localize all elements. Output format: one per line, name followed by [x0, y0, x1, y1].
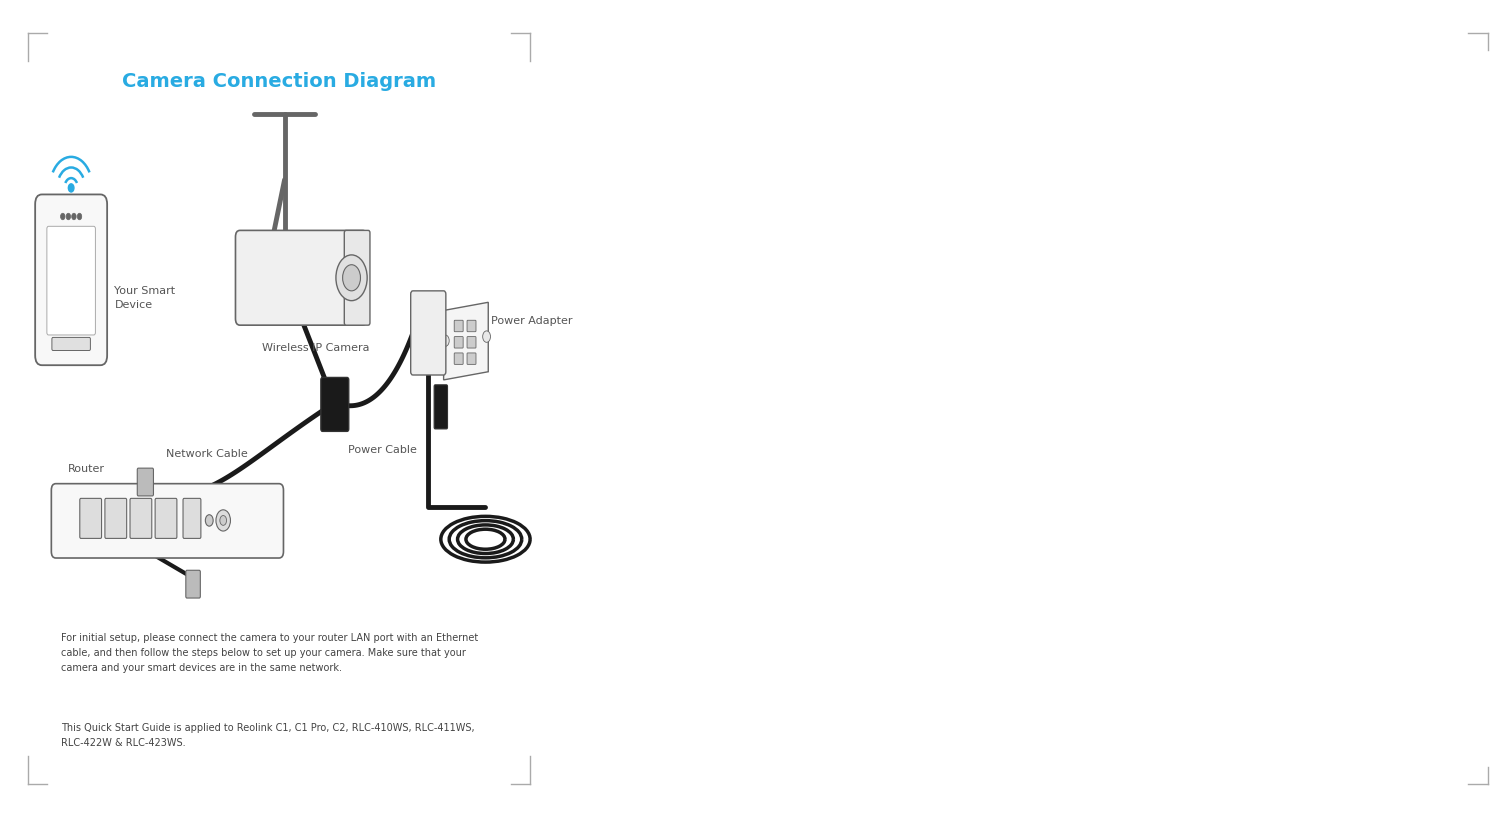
- FancyBboxPatch shape: [467, 320, 476, 332]
- FancyBboxPatch shape: [467, 353, 476, 364]
- FancyBboxPatch shape: [79, 498, 102, 538]
- FancyBboxPatch shape: [51, 484, 283, 558]
- Circle shape: [60, 213, 64, 220]
- FancyBboxPatch shape: [320, 377, 349, 431]
- FancyBboxPatch shape: [130, 498, 151, 538]
- Text: Your Smart
Device: Your Smart Device: [114, 286, 175, 310]
- Circle shape: [441, 335, 449, 346]
- Text: Router: Router: [67, 464, 105, 474]
- FancyBboxPatch shape: [455, 337, 464, 348]
- FancyBboxPatch shape: [467, 337, 476, 348]
- FancyBboxPatch shape: [186, 570, 200, 598]
- Circle shape: [205, 515, 212, 526]
- FancyBboxPatch shape: [46, 226, 96, 335]
- Text: Access the
Camera by
Smartphones: Access the Camera by Smartphones: [633, 411, 911, 569]
- Circle shape: [66, 213, 70, 220]
- Text: Power Adapter: Power Adapter: [491, 316, 573, 326]
- FancyBboxPatch shape: [344, 230, 370, 325]
- Circle shape: [483, 331, 491, 342]
- FancyBboxPatch shape: [138, 468, 154, 496]
- FancyBboxPatch shape: [183, 498, 200, 538]
- FancyBboxPatch shape: [105, 498, 127, 538]
- FancyBboxPatch shape: [235, 230, 367, 325]
- Polygon shape: [444, 302, 488, 380]
- Text: 01.: 01.: [652, 153, 872, 288]
- FancyBboxPatch shape: [34, 194, 108, 365]
- Text: Camera Connection Diagram: Camera Connection Diagram: [123, 72, 435, 92]
- Text: Network Cable: Network Cable: [166, 449, 247, 459]
- Circle shape: [343, 265, 361, 291]
- FancyBboxPatch shape: [156, 498, 177, 538]
- FancyBboxPatch shape: [455, 353, 464, 364]
- Text: For initial setup, please connect the camera to your router LAN port with an Eth: For initial setup, please connect the ca…: [61, 633, 479, 672]
- Text: Wireless IP Camera: Wireless IP Camera: [262, 343, 370, 353]
- Circle shape: [72, 213, 76, 220]
- Circle shape: [337, 255, 367, 301]
- Circle shape: [69, 184, 73, 192]
- FancyBboxPatch shape: [455, 320, 464, 332]
- Circle shape: [220, 516, 226, 525]
- Circle shape: [78, 213, 82, 220]
- FancyBboxPatch shape: [52, 337, 90, 350]
- FancyBboxPatch shape: [411, 291, 446, 375]
- Text: Power Cable: Power Cable: [347, 445, 417, 455]
- Circle shape: [215, 510, 230, 531]
- Text: This Quick Start Guide is applied to Reolink C1, C1 Pro, C2, RLC-410WS, RLC-411W: This Quick Start Guide is applied to Reo…: [61, 723, 476, 748]
- FancyBboxPatch shape: [434, 385, 447, 429]
